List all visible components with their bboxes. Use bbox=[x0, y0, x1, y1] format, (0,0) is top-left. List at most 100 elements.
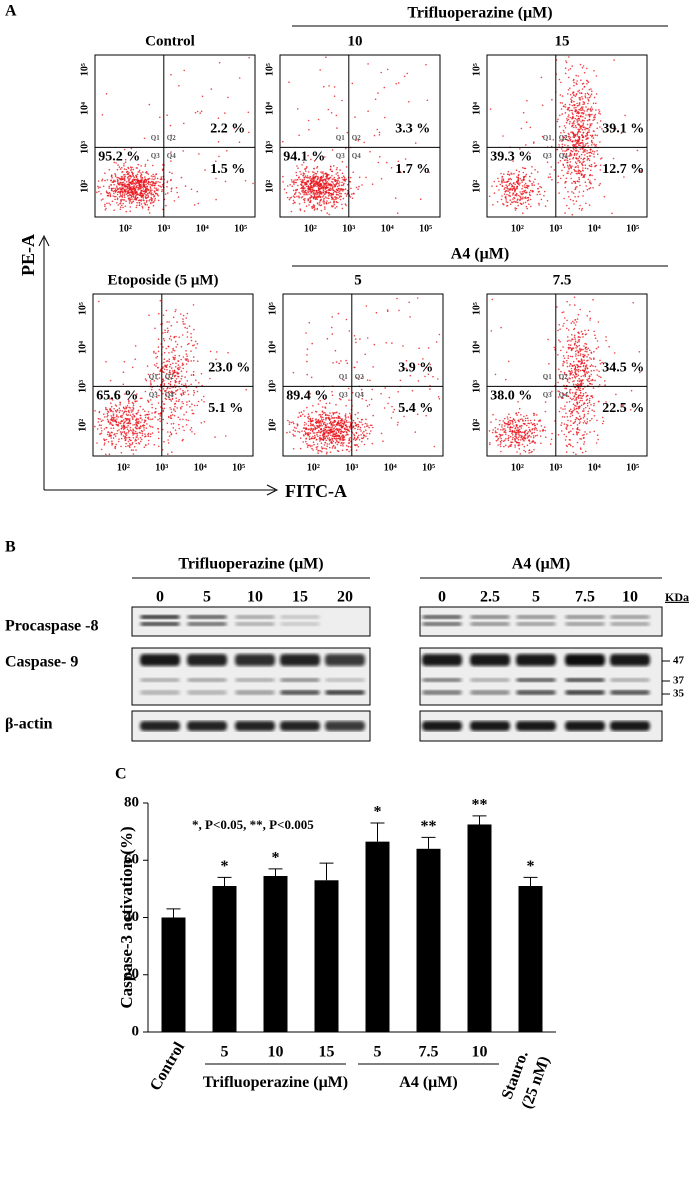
event-dot bbox=[514, 433, 517, 435]
event-dot bbox=[138, 188, 140, 190]
event-dot bbox=[564, 155, 566, 158]
event-dot bbox=[336, 167, 338, 169]
quadrant-percent: 22.5 % bbox=[602, 401, 644, 416]
event-dot bbox=[155, 192, 157, 195]
event-dot bbox=[568, 167, 570, 170]
event-dot bbox=[182, 425, 184, 428]
event-dot bbox=[558, 374, 561, 376]
event-dot bbox=[307, 417, 310, 420]
event-dot bbox=[629, 409, 632, 411]
event-dot bbox=[427, 347, 430, 349]
event-dot bbox=[589, 151, 591, 154]
event-dot bbox=[168, 337, 171, 340]
event-dot bbox=[345, 178, 347, 180]
event-dot bbox=[332, 428, 335, 430]
event-dot bbox=[575, 172, 578, 175]
event-dot bbox=[196, 190, 199, 193]
event-dot bbox=[119, 409, 121, 412]
event-dot bbox=[114, 404, 117, 406]
event-dot bbox=[125, 185, 127, 188]
event-dot bbox=[118, 166, 121, 168]
event-dot bbox=[566, 359, 568, 362]
event-dot bbox=[133, 182, 136, 185]
event-dot bbox=[557, 434, 560, 436]
event-dot bbox=[304, 415, 306, 418]
event-dot bbox=[328, 174, 330, 176]
event-dot bbox=[493, 192, 496, 194]
event-dot bbox=[567, 357, 569, 360]
event-dot bbox=[320, 184, 323, 186]
event-dot bbox=[561, 430, 563, 432]
event-dot bbox=[335, 190, 337, 193]
event-dot bbox=[571, 371, 573, 374]
event-dot bbox=[576, 133, 578, 135]
event-dot bbox=[300, 187, 303, 189]
event-dot bbox=[342, 445, 344, 447]
event-dot bbox=[283, 188, 286, 190]
event-dot bbox=[135, 182, 138, 184]
event-dot bbox=[162, 409, 165, 412]
event-dot bbox=[595, 93, 598, 95]
event-dot bbox=[188, 400, 191, 403]
event-dot bbox=[559, 377, 561, 380]
event-dot bbox=[490, 421, 492, 423]
event-dot bbox=[574, 304, 576, 306]
event-dot bbox=[316, 443, 319, 445]
event-dot bbox=[323, 444, 326, 446]
event-dot bbox=[169, 387, 171, 390]
event-dot bbox=[582, 113, 584, 115]
event-dot bbox=[578, 130, 580, 132]
event-dot bbox=[562, 150, 564, 152]
event-dot bbox=[576, 411, 579, 413]
event-dot bbox=[523, 449, 525, 452]
event-dot bbox=[167, 329, 169, 332]
event-dot bbox=[300, 184, 303, 187]
event-dot bbox=[592, 299, 594, 301]
event-dot bbox=[507, 437, 509, 440]
event-dot bbox=[557, 175, 560, 177]
event-dot bbox=[164, 193, 167, 195]
event-dot bbox=[574, 117, 577, 120]
event-dot bbox=[620, 132, 623, 135]
event-dot bbox=[310, 427, 313, 430]
event-dot bbox=[325, 203, 328, 205]
event-dot bbox=[174, 405, 176, 408]
event-dot bbox=[565, 61, 568, 64]
plot-title: 15 bbox=[555, 33, 570, 49]
event-dot bbox=[302, 198, 305, 201]
event-dot bbox=[516, 437, 518, 440]
event-dot bbox=[162, 410, 164, 413]
event-dot bbox=[578, 117, 581, 120]
event-dot bbox=[140, 421, 142, 424]
event-dot bbox=[171, 172, 173, 175]
event-dot bbox=[322, 412, 325, 414]
event-dot bbox=[568, 410, 571, 412]
event-dot bbox=[173, 349, 176, 352]
event-dot bbox=[338, 416, 341, 418]
event-dot bbox=[575, 353, 577, 355]
event-dot bbox=[576, 141, 578, 144]
event-dot bbox=[326, 443, 329, 445]
event-dot bbox=[110, 417, 113, 420]
event-dot bbox=[302, 172, 305, 174]
event-dot bbox=[316, 191, 319, 194]
event-dot bbox=[580, 153, 583, 156]
event-dot bbox=[529, 429, 531, 432]
event-dot bbox=[578, 143, 580, 145]
event-dot bbox=[170, 160, 172, 162]
event-dot bbox=[344, 427, 346, 429]
event-dot bbox=[562, 164, 565, 167]
event-dot bbox=[190, 374, 193, 376]
event-dot bbox=[342, 443, 344, 445]
event-dot bbox=[428, 171, 431, 174]
event-dot bbox=[356, 423, 358, 426]
event-dot bbox=[615, 393, 617, 396]
event-dot bbox=[312, 428, 315, 431]
event-dot bbox=[309, 420, 312, 422]
event-dot bbox=[349, 446, 352, 448]
event-dot bbox=[288, 81, 290, 83]
event-dot bbox=[582, 161, 584, 164]
event-dot bbox=[319, 450, 322, 452]
event-dot bbox=[139, 436, 142, 439]
event-dot bbox=[178, 368, 181, 370]
